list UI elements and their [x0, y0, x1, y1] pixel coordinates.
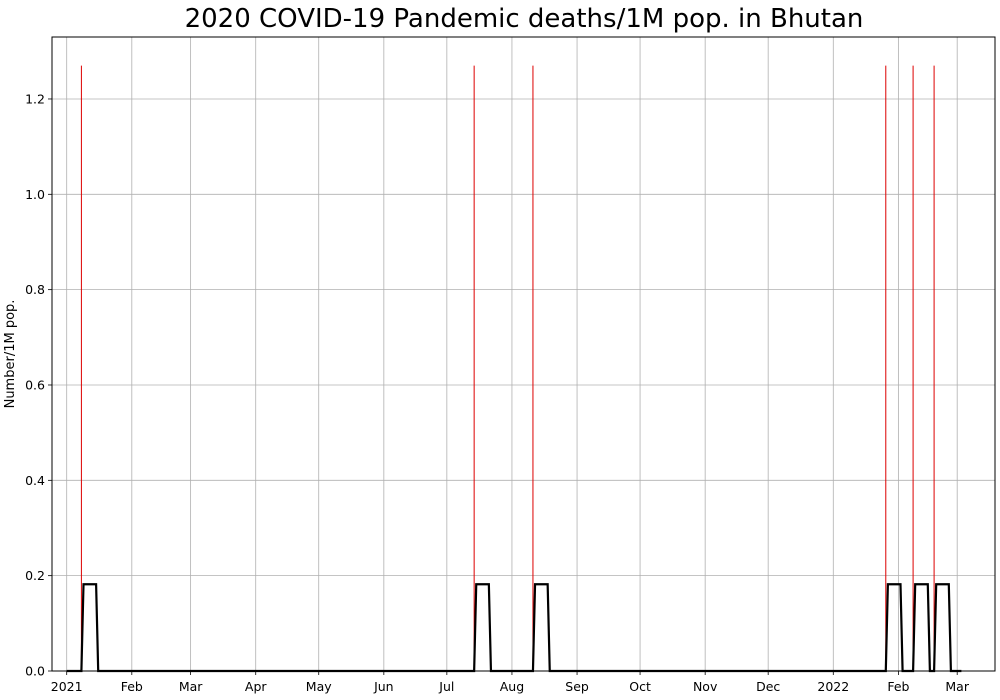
x-tick-label: Jul	[438, 679, 454, 694]
chart-title: 2020 COVID-19 Pandemic deaths/1M pop. in…	[185, 4, 864, 34]
y-axis: 0.0 0.2 0.4 0.6 0.8 1.0 1.2	[25, 91, 52, 679]
y-tick-label: 1.2	[25, 91, 45, 106]
plot-frame	[51, 36, 996, 672]
x-tick-label: Sep	[565, 679, 589, 694]
spike-series	[80, 65, 935, 671]
line-series	[66, 583, 962, 673]
y-tick-label: 1.0	[25, 187, 45, 202]
x-tick-label: Dec	[756, 679, 780, 694]
y-tick-label: 0.2	[25, 568, 45, 583]
x-tick-label: Mar	[179, 679, 203, 694]
y-tick-label: 0.6	[25, 377, 45, 392]
x-tick-label: Feb	[887, 679, 909, 694]
x-tick-label: Mar	[945, 679, 969, 694]
x-axis: 2021 Feb Mar Apr May Jun Jul Aug Sep Oct Nov Dec 202…	[51, 671, 970, 694]
x-tick-label: Feb	[121, 679, 143, 694]
x-tick-label: 2022	[817, 679, 849, 694]
y-axis-label: Number/1M pop.	[3, 300, 18, 409]
x-tick-label: 2021	[51, 679, 83, 694]
grid	[52, 37, 995, 672]
y-tick-label: 0.4	[25, 473, 45, 488]
deaths-line	[66, 583, 962, 673]
x-tick-label: Oct	[629, 679, 651, 694]
x-tick-label: Jun	[373, 679, 394, 694]
x-tick-label: Aug	[500, 679, 524, 694]
y-tick-label: 0.8	[25, 282, 45, 297]
x-tick-label: Apr	[245, 679, 267, 694]
y-tick-label: 0.0	[25, 664, 45, 679]
x-tick-label: May	[306, 679, 332, 694]
x-tick-label: Nov	[693, 679, 718, 694]
